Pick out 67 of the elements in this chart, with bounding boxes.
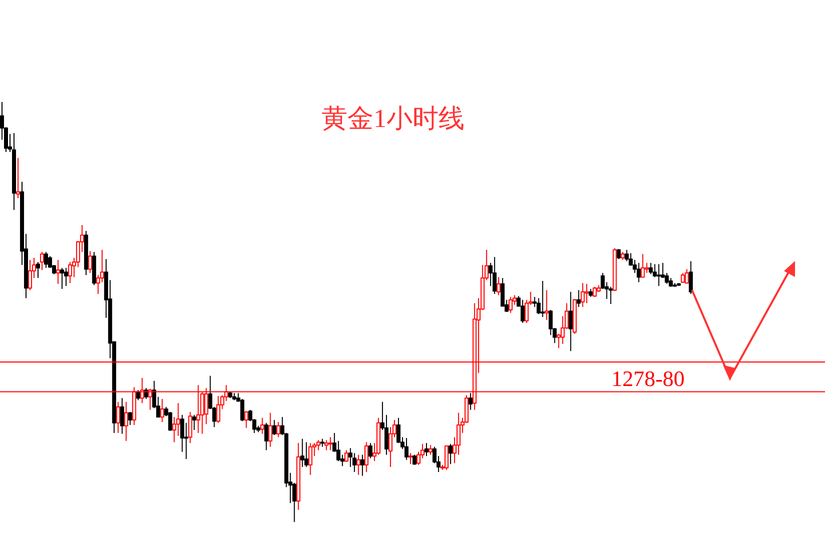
candlestick — [268, 412, 272, 448]
candlestick — [328, 436, 332, 451]
candlestick — [684, 268, 689, 284]
candlestick — [584, 283, 589, 304]
candlestick — [60, 267, 64, 290]
candlestick — [216, 396, 220, 424]
candlestick — [636, 262, 641, 283]
candlestick — [640, 254, 645, 278]
candlestick — [648, 262, 653, 275]
candlestick — [276, 422, 280, 438]
candlestick — [128, 411, 132, 426]
candlestick — [444, 445, 449, 470]
candlestick — [308, 442, 312, 476]
candlestick — [408, 452, 412, 465]
candlestick — [16, 157, 20, 199]
candlestick — [120, 398, 124, 434]
candlestick — [168, 411, 172, 432]
candlestick — [116, 401, 120, 434]
candlestick — [624, 249, 629, 262]
candlestick — [44, 251, 48, 268]
candlestick — [544, 290, 549, 320]
candlestick — [188, 411, 192, 444]
candlestick — [160, 398, 164, 423]
candlestick — [404, 438, 408, 460]
candlestick — [56, 259, 60, 284]
candlestick — [68, 262, 72, 284]
candlestick — [324, 440, 328, 451]
candlestick — [356, 454, 360, 476]
candlestick — [264, 422, 268, 451]
candlestick — [592, 286, 597, 298]
candlestick — [64, 267, 68, 286]
candlestick — [656, 264, 661, 286]
candlestick — [368, 442, 372, 459]
candlestick — [448, 443, 453, 465]
annotation: 1278-80 — [610, 366, 686, 391]
chart-title: 黄金1小时线 — [320, 104, 466, 133]
candlestick — [616, 248, 621, 260]
candlestick — [520, 299, 525, 324]
candlestick — [492, 256, 497, 294]
candlestick — [272, 419, 276, 436]
candlestick — [608, 286, 613, 305]
candlestick — [424, 442, 429, 457]
candlestick — [508, 296, 513, 314]
candlestick — [192, 414, 196, 431]
candlestick — [412, 454, 416, 466]
candlestick — [304, 442, 308, 468]
candlestick — [576, 290, 581, 308]
candlestick — [428, 444, 433, 456]
candlestick — [260, 417, 264, 434]
candlestick — [88, 250, 92, 274]
candlestick — [644, 262, 649, 274]
candlestick — [680, 272, 685, 284]
candlestick — [244, 410, 248, 428]
candlestick — [36, 262, 40, 278]
candlestick — [300, 438, 304, 468]
candlestick — [124, 401, 128, 442]
candlestick — [688, 260, 693, 294]
candlestick — [468, 392, 473, 410]
candlestick — [360, 454, 364, 476]
candlestick — [40, 251, 44, 270]
candlestick — [568, 291, 573, 352]
candlestick — [364, 442, 368, 473]
candlestick — [540, 280, 545, 318]
candlestick — [496, 276, 501, 296]
candlestick — [344, 450, 348, 462]
candlestick — [580, 282, 585, 308]
candlestick — [28, 259, 32, 291]
